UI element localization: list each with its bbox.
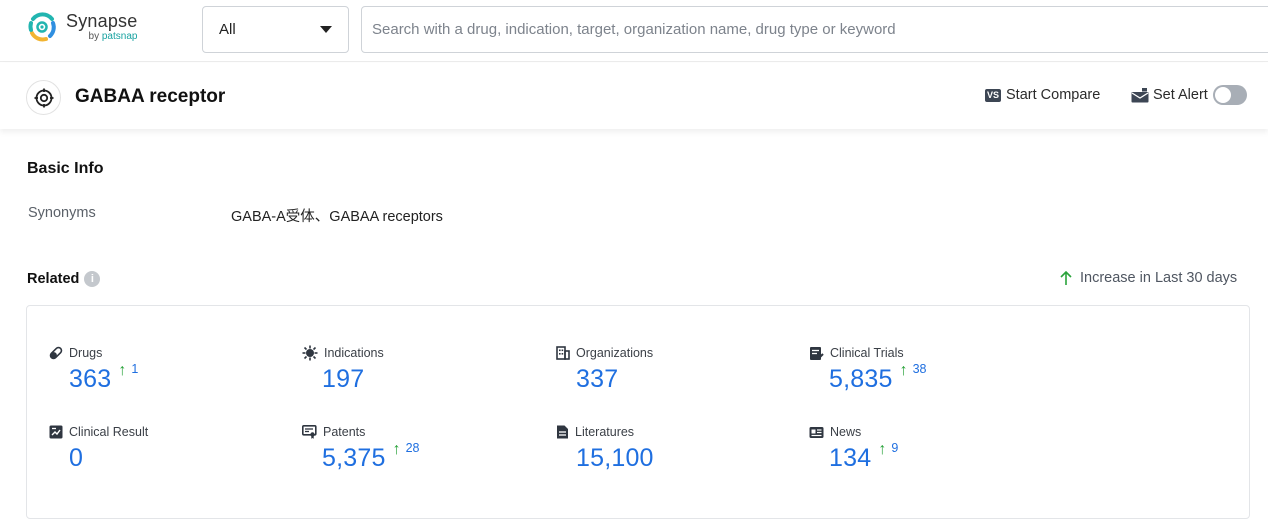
stat-label: Clinical Trials xyxy=(830,346,904,360)
search-scope-value: All xyxy=(219,21,320,38)
related-stats-card: Drugs 363 ↑ 1 Indications 1 xyxy=(26,305,1250,519)
synapse-logo[interactable]: Synapse by patsnap xyxy=(26,11,137,43)
stat-value: 337 xyxy=(576,364,618,394)
arrow-up-icon: ↑ xyxy=(118,362,126,380)
brand-byline: by patsnap xyxy=(66,32,137,42)
newspaper-icon xyxy=(809,426,824,439)
start-compare-label: Start Compare xyxy=(1006,87,1100,103)
start-compare-button[interactable]: VS Start Compare xyxy=(985,87,1100,103)
basic-info-heading: Basic Info xyxy=(27,160,103,178)
alert-mail-icon xyxy=(1131,88,1149,103)
arrow-up-icon: ↑ xyxy=(878,441,886,459)
stat-increase-value: 1 xyxy=(131,362,138,376)
stat-label: Patents xyxy=(323,425,365,439)
stat-value: 5,835 xyxy=(829,364,893,394)
arrow-up-icon xyxy=(1060,271,1072,286)
synonyms-value: GABA-A受体、GABAA receptors xyxy=(231,205,443,226)
search-box[interactable] xyxy=(361,6,1268,53)
page-title: GABAA receptor xyxy=(75,86,225,108)
stat-increase-value: 38 xyxy=(913,362,927,376)
virus-icon xyxy=(302,345,318,361)
brand-name: Synapse xyxy=(66,12,137,30)
stat-label: Indications xyxy=(324,346,384,360)
stat-value: 5,375 xyxy=(322,443,386,473)
toggle-knob xyxy=(1215,87,1231,103)
clipboard-icon xyxy=(809,346,824,361)
set-alert-toggle[interactable] xyxy=(1213,85,1247,105)
document-icon xyxy=(556,425,569,439)
stat-literatures[interactable]: Literatures 15,100 xyxy=(556,424,796,473)
set-alert-control[interactable]: Set Alert xyxy=(1131,85,1247,105)
stat-label: Drugs xyxy=(69,346,102,360)
patent-icon xyxy=(302,425,317,439)
stat-value: 15,100 xyxy=(576,443,654,473)
set-alert-label: Set Alert xyxy=(1153,87,1208,103)
search-scope-select[interactable]: All xyxy=(202,6,349,53)
stat-value: 363 xyxy=(69,364,111,394)
stat-patents[interactable]: Patents 5,375 ↑ 28 xyxy=(302,424,542,473)
caret-down-icon xyxy=(320,26,332,33)
stat-increase-value: 9 xyxy=(891,441,898,455)
stat-value: 0 xyxy=(69,443,83,473)
increase-legend-label: Increase in Last 30 days xyxy=(1080,270,1237,286)
stat-drugs[interactable]: Drugs 363 ↑ 1 xyxy=(49,345,289,394)
stat-label: News xyxy=(830,425,861,439)
info-icon[interactable]: i xyxy=(84,271,100,287)
stat-indications[interactable]: Indications 197 xyxy=(302,345,542,394)
stat-news[interactable]: News 134 ↑ 9 xyxy=(809,424,1049,473)
stat-organizations[interactable]: Organizations 337 xyxy=(556,345,796,394)
building-icon xyxy=(556,346,570,360)
synonyms-label: Synonyms xyxy=(28,205,96,221)
arrow-up-icon: ↑ xyxy=(393,441,401,459)
related-heading: Related i xyxy=(27,271,100,287)
stat-label: Organizations xyxy=(576,346,653,360)
related-heading-label: Related xyxy=(27,271,79,287)
increase-legend: Increase in Last 30 days xyxy=(1060,270,1237,286)
stat-increase-value: 28 xyxy=(406,441,420,455)
search-input[interactable] xyxy=(362,7,1268,52)
top-bar: Synapse by patsnap All xyxy=(0,0,1268,62)
arrow-up-icon: ↑ xyxy=(900,362,908,380)
synapse-logo-icon xyxy=(26,11,58,43)
pill-icon xyxy=(49,346,63,360)
stat-increase: ↑ 28 xyxy=(393,441,420,459)
stat-value: 134 xyxy=(829,443,871,473)
compare-icon: VS xyxy=(985,89,1001,102)
stat-label: Clinical Result xyxy=(69,425,148,439)
stat-increase: ↑ 1 xyxy=(118,362,138,380)
stat-label: Literatures xyxy=(575,425,634,439)
stat-increase: ↑ 38 xyxy=(900,362,927,380)
stat-clinical-trials[interactable]: Clinical Trials 5,835 ↑ 38 xyxy=(809,345,1049,394)
stat-clinical-result[interactable]: Clinical Result 0 xyxy=(49,424,289,473)
stat-value: 197 xyxy=(322,364,364,394)
stat-increase: ↑ 9 xyxy=(878,441,898,459)
target-icon xyxy=(26,80,61,115)
chart-doc-icon xyxy=(49,425,63,439)
target-header: GABAA receptor VS Start Compare Set Aler… xyxy=(0,63,1268,129)
